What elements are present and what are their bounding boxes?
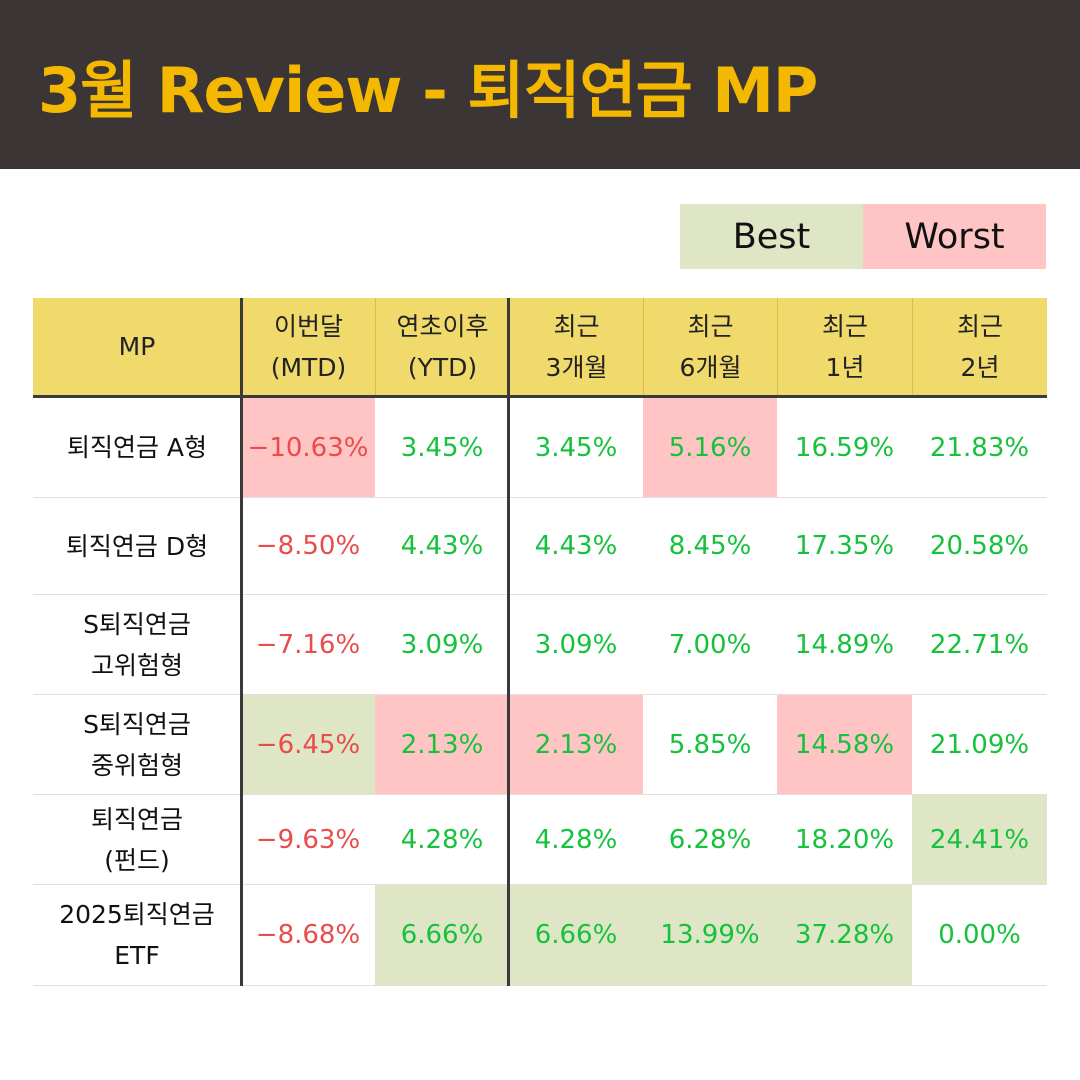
value-cell: −10.63%: [241, 398, 375, 497]
header-sublabel: 3개월: [545, 352, 608, 382]
value-cell: 5.16%: [643, 398, 777, 497]
header-label: 최근: [956, 311, 1003, 341]
value-cell: 4.28%: [400, 824, 484, 855]
value-cell: −8.50%: [255, 531, 361, 561]
value-cell: 22.71%: [929, 629, 1030, 660]
header-label: MP: [118, 332, 156, 361]
header-label: 최근: [553, 311, 600, 341]
value-cell: 7.00%: [668, 629, 752, 660]
row-name-line2: (펀드): [104, 845, 170, 875]
header-sublabel: (MTD): [270, 352, 347, 382]
header-sublabel: 2년: [960, 352, 1000, 382]
row-name-line1: 퇴직연금: [90, 804, 183, 834]
header-sublabel: (YTD): [407, 352, 478, 382]
value-cell: 17.35%: [794, 531, 895, 561]
header-mp: MP: [33, 298, 241, 395]
table-header-row: MP 이번달 (MTD) 연초이후 (YTD) 최근 3개월 최근 6개월 최근…: [33, 298, 1047, 398]
row-name-line1: S퇴직연금: [83, 609, 191, 639]
value-cell: 6.28%: [668, 824, 752, 855]
value-cell: 3.09%: [400, 629, 484, 660]
row-name: 퇴직연금 D형: [33, 498, 241, 594]
header-sublabel: 1년: [825, 352, 865, 382]
page-title: 3월 Review - 퇴직연금 MP: [38, 54, 818, 127]
header-3m: 최근 3개월: [509, 298, 643, 395]
row-name: 퇴직연금 A형: [33, 398, 241, 497]
returns-table: MP 이번달 (MTD) 연초이후 (YTD) 최근 3개월 최근 6개월 최근…: [33, 298, 1047, 986]
legend-best: Best: [680, 204, 863, 269]
header-2y: 최근 2년: [912, 298, 1047, 395]
table-body: 퇴직연금 A형 −10.63% 3.45% 3.45% 5.16% 16.59% 21.83…: [33, 398, 1047, 986]
row-name-line2: 중위험형: [90, 750, 183, 780]
legend-worst: Worst: [863, 204, 1046, 269]
value-cell: 2.13%: [375, 695, 509, 794]
value-cell: 4.43%: [534, 531, 618, 561]
row-name-line1: 퇴직연금 D형: [65, 531, 209, 561]
header-label: 이번달: [273, 311, 343, 341]
row-name: 2025퇴직연금 ETF: [33, 885, 241, 985]
row-name: 퇴직연금 (펀드): [33, 795, 241, 884]
header-6m: 최근 6개월: [643, 298, 777, 395]
value-cell: 21.09%: [929, 729, 1030, 760]
table-row: 퇴직연금 D형 −8.50% 4.43% 4.43% 8.45% 17.35% 20.58%: [33, 498, 1047, 595]
value-cell: 24.41%: [912, 795, 1047, 884]
value-cell: 8.45%: [668, 531, 752, 561]
row-name-line1: 2025퇴직연금: [59, 900, 215, 929]
header-label: 최근: [821, 311, 868, 341]
header-sublabel: 6개월: [679, 352, 742, 382]
value-cell: −7.16%: [255, 629, 361, 660]
column-divider: [240, 298, 243, 986]
value-cell: 14.89%: [794, 629, 895, 660]
table-row: 퇴직연금 (펀드) −9.63% 4.28% 4.28% 6.28% 18.20% 24.41…: [33, 795, 1047, 885]
value-cell: −9.63%: [255, 824, 361, 855]
header-label: 연초이후: [396, 311, 489, 341]
value-cell: 20.58%: [929, 531, 1030, 561]
page-header: 3월 Review - 퇴직연금 MP: [0, 0, 1080, 169]
value-cell: 4.28%: [534, 824, 618, 855]
value-cell: 0.00%: [938, 920, 1021, 950]
value-cell: 4.43%: [400, 531, 484, 561]
column-divider: [507, 298, 510, 986]
value-cell: 21.83%: [929, 432, 1030, 463]
value-cell: −8.68%: [255, 920, 361, 950]
value-cell: 3.45%: [400, 432, 484, 463]
row-name-line1: S퇴직연금: [83, 709, 191, 739]
value-cell: 3.45%: [534, 432, 618, 463]
header-label: 최근: [687, 311, 734, 341]
value-cell: 3.09%: [534, 629, 618, 660]
value-cell: 5.85%: [668, 729, 752, 760]
row-name-line2: ETF: [114, 941, 160, 970]
legend: Best Worst: [680, 204, 1046, 269]
table-row: S퇴직연금 중위험형 −6.45% 2.13% 2.13% 5.85% 14.58% 21.0…: [33, 695, 1047, 795]
row-name-line2: 고위험형: [90, 650, 183, 680]
value-cell: 6.66%: [509, 885, 643, 985]
value-cell: 16.59%: [794, 432, 895, 463]
value-cell: 13.99%: [643, 885, 777, 985]
value-cell: 14.58%: [777, 695, 912, 794]
header-1y: 최근 1년: [777, 298, 912, 395]
table-row: 퇴직연금 A형 −10.63% 3.45% 3.45% 5.16% 16.59% 21.83…: [33, 398, 1047, 498]
header-mtd: 이번달 (MTD): [241, 298, 375, 395]
header-ytd: 연초이후 (YTD): [375, 298, 509, 395]
value-cell: 2.13%: [509, 695, 643, 794]
table-row: 2025퇴직연금 ETF −8.68% 6.66% 6.66% 13.99% 37.28% 0…: [33, 885, 1047, 986]
value-cell: 6.66%: [375, 885, 509, 985]
value-cell: 18.20%: [794, 824, 895, 855]
row-name-line1: 퇴직연금 A형: [66, 433, 208, 462]
value-cell: −6.45%: [241, 695, 375, 794]
value-cell: 37.28%: [777, 885, 912, 985]
